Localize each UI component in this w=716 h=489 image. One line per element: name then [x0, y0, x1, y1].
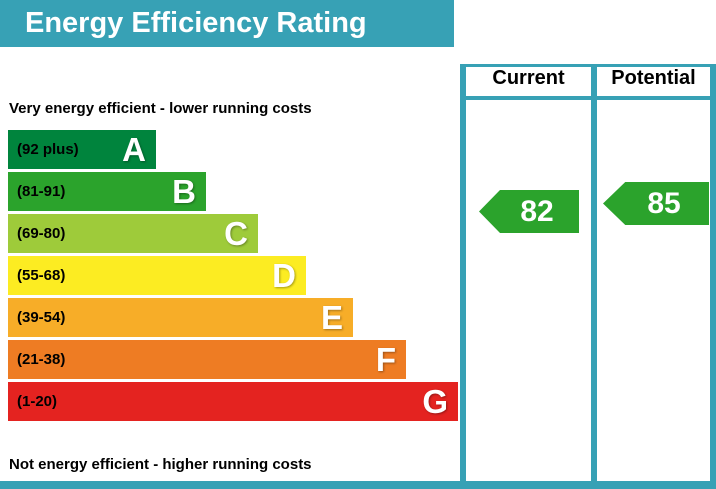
current-column-header: Current	[492, 67, 565, 89]
band-letter: B	[172, 173, 196, 210]
page-title: Energy Efficiency Rating	[25, 7, 367, 39]
potential-value: 85	[647, 186, 681, 220]
column-top-border	[460, 64, 716, 67]
band-list: (92 plus) A (81-91) B (69-80) C (55-68) …	[8, 130, 460, 424]
band-letter: A	[122, 131, 146, 168]
band-range-label: (92 plus)	[17, 141, 79, 158]
band-row: (81-91) B	[8, 172, 206, 211]
current-value: 82	[520, 194, 554, 228]
band-row: (55-68) D	[8, 256, 306, 295]
band-row: (92 plus) A	[8, 130, 156, 169]
bottom-note: Not energy efficient - higher running co…	[9, 456, 312, 473]
band-letter: E	[320, 299, 343, 336]
band-range-label: (55-68)	[17, 267, 66, 284]
band-row: (1-20) G	[8, 382, 458, 421]
band-range-label: (39-54)	[17, 309, 66, 326]
title-bar: Energy Efficiency Rating	[0, 0, 454, 47]
potential-column-header: Potential	[611, 67, 696, 89]
band-range-label: (1-20)	[17, 393, 58, 410]
band-row: (69-80) C	[8, 214, 258, 253]
band-letter: F	[375, 341, 396, 378]
header-underline	[460, 96, 716, 100]
column-border-left	[460, 64, 466, 489]
band-letter: C	[224, 215, 248, 252]
potential-arrow: 85	[603, 182, 709, 225]
band-row: (21-38) F	[8, 340, 406, 379]
column-divider	[591, 64, 597, 489]
bottom-border	[0, 481, 716, 489]
band-range-label: (81-91)	[17, 183, 66, 200]
band-letter: G	[422, 383, 448, 420]
band-row: (39-54) E	[8, 298, 353, 337]
current-arrow: 82	[479, 190, 579, 233]
band-letter: D	[272, 257, 296, 294]
band-range-label: (21-38)	[17, 351, 66, 368]
band-range-label: (69-80)	[17, 225, 66, 242]
column-border-right	[710, 64, 716, 489]
top-note: Very energy efficient - lower running co…	[9, 100, 312, 117]
